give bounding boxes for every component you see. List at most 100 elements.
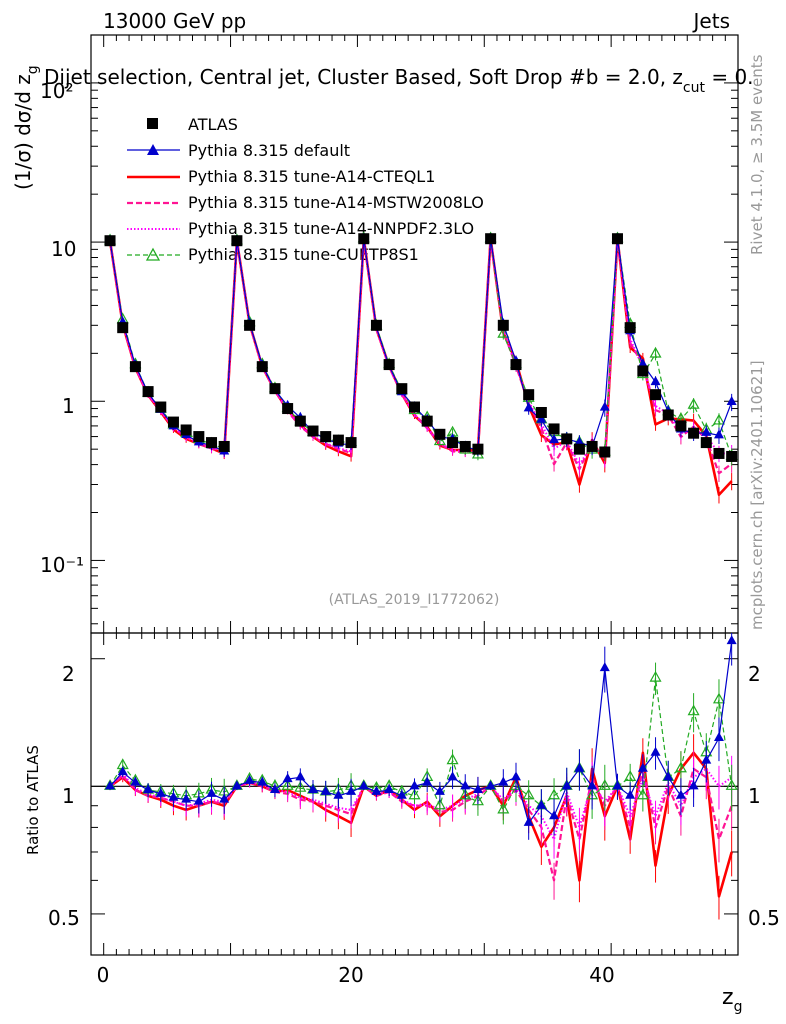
atlas-data-point <box>485 233 497 245</box>
atlas-data-point <box>688 427 700 439</box>
y-tick-label-100: 10² <box>40 79 73 103</box>
x-axis-label: zg <box>722 985 742 1015</box>
atlas-data-point <box>244 319 256 331</box>
ratio-point-pythia-8-315-default <box>193 795 204 805</box>
atlas-data-point <box>167 416 179 428</box>
atlas-data-point <box>269 383 281 395</box>
legend-label-mstw: Pythia 8.315 tune-A14-MSTW2008LO <box>188 193 484 212</box>
ratio-point-pythia-8-315-tune-cuetp8s1 <box>294 780 307 792</box>
selection-label: Dijet selection, Central jet, Cluster Ba… <box>44 65 754 96</box>
ratio-point-pythia-8-315-tune-cuetp8s1 <box>687 704 700 716</box>
ratio-point-pythia-8-315-default <box>244 774 255 784</box>
ratio-point-pythia-8-315-default <box>384 784 395 794</box>
ratio-point-pythia-8-315-tune-cuetp8s1 <box>446 753 459 765</box>
header-jets-label: Jets <box>692 9 730 33</box>
atlas-data-point <box>193 431 205 443</box>
atlas-data-point <box>421 415 433 427</box>
ratio-point-pythia-8-315-tune-cuetp8s1 <box>674 761 687 773</box>
atlas-data-point <box>573 443 585 455</box>
ratio-line-pythia-8-315-tune-a14-cteql1 <box>109 751 733 898</box>
ratio-point-pythia-8-315-default <box>625 789 636 799</box>
atlas-data-point <box>155 401 167 413</box>
ratio-point-pythia-8-315-tune-cuetp8s1 <box>649 670 662 682</box>
ratio-point-pythia-8-315-default <box>460 780 471 790</box>
y-tick-label-10: 10 <box>51 237 76 261</box>
atlas-data-point <box>523 389 535 401</box>
ratio-point-pythia-8-315-tune-cuetp8s1 <box>281 779 294 790</box>
atlas-data-point <box>117 322 129 334</box>
series-point-pythia-8-315-default <box>574 436 585 446</box>
atlas-data-point <box>396 383 408 395</box>
atlas-data-point <box>345 437 357 449</box>
ratio-point-pythia-8-315-default <box>117 766 128 776</box>
ratio-point-pythia-8-315-default <box>498 776 509 786</box>
series-point-pythia-8-315-default <box>523 402 534 412</box>
ratio-point-pythia-8-315-default <box>168 791 179 801</box>
ratio-point-pythia-8-315-default <box>396 789 407 799</box>
series-point-pythia-8-315-default <box>549 434 560 444</box>
ratio-point-pythia-8-315-default <box>231 780 242 790</box>
series-line-pythia-8-315-tune-cuetp8s1 <box>109 238 733 457</box>
x-tick-label-0: 0 <box>97 963 110 987</box>
ratio-point-pythia-8-315-default <box>422 776 433 786</box>
ratio-point-pythia-8-315-default <box>612 780 623 790</box>
ratio-point-pythia-8-315-default <box>219 793 230 803</box>
ratio-tick-label-right-1: 1 <box>748 784 761 808</box>
atlas-data-point <box>332 434 344 446</box>
ratio-point-pythia-8-315-default <box>358 780 369 790</box>
atlas-data-point <box>497 319 509 331</box>
ratio-point-pythia-8-315-default <box>371 785 382 795</box>
ratio-point-pythia-8-315-default <box>320 785 331 795</box>
atlas-data-point <box>307 425 319 437</box>
atlas-data-point <box>383 359 395 371</box>
series-point-pythia-8-315-default <box>713 429 724 439</box>
atlas-data-point <box>472 443 484 455</box>
ratio-point-pythia-8-315-default <box>472 784 483 794</box>
atlas-data-point <box>218 440 230 452</box>
ratio-point-pythia-8-315-default <box>510 771 521 781</box>
mcplots-credit-label: mcplots.cern.ch [arXiv:2401.10621] <box>748 360 766 630</box>
ratio-tick-label-0.5: 0.5 <box>48 906 80 930</box>
ratio-point-pythia-8-315-default <box>282 773 293 783</box>
ratio-point-pythia-8-315-default <box>650 746 661 756</box>
legend-marker-atlas <box>147 118 158 129</box>
ratio-point-pythia-8-315-tune-cuetp8s1 <box>624 770 637 781</box>
ratio-point-pythia-8-315-default <box>587 780 598 790</box>
atlas-data-point <box>510 359 522 371</box>
legend-label-atlas: ATLAS <box>188 115 238 134</box>
ratio-series <box>104 633 738 920</box>
series-point-pythia-8-315-tune-cuetp8s1 <box>433 434 446 446</box>
ratio-point-pythia-8-315-tune-cuetp8s1 <box>712 692 725 704</box>
atlas-data-point <box>599 446 611 458</box>
ratio-point-pythia-8-315-default <box>688 780 699 790</box>
legend-label-cteql1: Pythia 8.315 tune-A14-CTEQL1 <box>188 167 435 186</box>
ratio-point-pythia-8-315-default <box>447 771 458 781</box>
y-axis-label: (1/σ) dσ/d zg <box>11 65 41 190</box>
ratio-point-pythia-8-315-default <box>206 787 217 797</box>
series-point-pythia-8-315-default <box>701 426 712 436</box>
atlas-data-point <box>206 437 218 449</box>
ratio-point-pythia-8-315-tune-cuetp8s1 <box>433 798 446 810</box>
ratio-point-pythia-8-315-tune-cuetp8s1 <box>408 788 421 800</box>
ratio-point-pythia-8-315-default <box>523 816 534 826</box>
atlas-data-point <box>447 437 459 449</box>
ratio-point-pythia-8-315-default <box>675 789 686 799</box>
ratio-line-pythia-8-315-tune-a14-nnpdf2-3lo <box>109 767 733 841</box>
ratio-point-pythia-8-315-default <box>130 776 141 786</box>
atlas-data-point <box>409 401 420 413</box>
atlas-data-point <box>611 233 623 245</box>
legend-label-nnpdf: Pythia 8.315 tune-A14-NNPDF2.3LO <box>188 219 474 238</box>
atlas-data-point <box>700 437 712 449</box>
atlas-data-point <box>231 235 243 247</box>
series-line-pythia-8-315-default <box>109 238 733 453</box>
ratio-point-pythia-8-315-default <box>105 780 116 790</box>
series-point-pythia-8-315-default <box>650 376 661 386</box>
atlas-data-point <box>320 431 332 443</box>
ratio-point-pythia-8-315-default <box>663 771 674 781</box>
atlas-data-point <box>358 233 370 245</box>
ratio-point-pythia-8-315-default <box>549 810 560 820</box>
rivet-version-label: Rivet 4.1.0, ≥ 3.5M events <box>748 54 766 255</box>
atlas-data-point <box>548 423 560 435</box>
ratio-point-pythia-8-315-default <box>295 771 306 781</box>
ratio-point-pythia-8-315-tune-cuetp8s1 <box>471 794 484 806</box>
